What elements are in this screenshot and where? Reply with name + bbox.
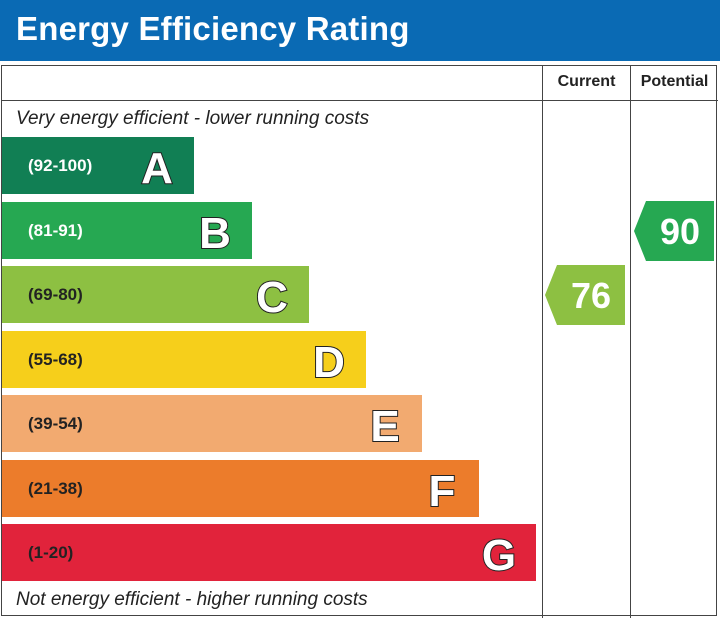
band-letter-text: A	[141, 144, 173, 193]
band-range-label: (81-91)	[28, 221, 83, 240]
title-bar: Energy Efficiency Rating	[0, 0, 720, 61]
band-letter-text: C	[256, 273, 288, 322]
band-range-label: (55-68)	[28, 350, 83, 369]
band-a: (92-100) A	[2, 137, 194, 194]
current-rating-indicator: 76	[545, 265, 625, 325]
band-range-label: (69-80)	[28, 285, 83, 304]
potential-rating-value: 90	[660, 211, 700, 252]
potential-rating-arrow	[634, 201, 714, 261]
band-range-label: (21-38)	[28, 479, 83, 498]
page-title: Energy Efficiency Rating	[16, 10, 410, 47]
top-caption: Very energy efficient - lower running co…	[16, 108, 370, 129]
band-range-label: (1-20)	[28, 543, 74, 562]
band-b: (81-91) B	[2, 202, 252, 259]
band-d: (55-68) D	[2, 331, 366, 388]
band-e: (39-54) E	[2, 395, 422, 452]
potential-column-divider	[630, 65, 631, 618]
header-row-divider	[1, 100, 718, 101]
band-letter-text: G	[482, 531, 516, 580]
band-letter-text: E	[370, 402, 399, 451]
potential-rating-indicator: 90	[634, 201, 714, 261]
band-g: (1-20) G	[2, 524, 536, 581]
band-letter: G	[481, 530, 517, 580]
current-column-header: Current	[557, 73, 616, 90]
band-range-label: (92-100)	[28, 156, 93, 175]
band-letter: C	[255, 272, 289, 322]
band-letter-text: F	[429, 467, 456, 516]
bottom-caption: Not energy efficient - higher running co…	[16, 589, 368, 610]
band-f: (21-38) F	[2, 460, 479, 517]
current-rating-arrow	[545, 265, 625, 325]
band-letter: F	[428, 466, 457, 516]
band-letter: E	[369, 401, 400, 451]
band-c: (69-80) C	[2, 266, 309, 323]
band-letter: D	[312, 337, 346, 387]
rating-table	[1, 65, 717, 616]
band-letter: B	[198, 208, 232, 258]
potential-column-header: Potential	[640, 73, 709, 90]
current-column-divider	[542, 65, 543, 618]
band-letter: A	[140, 143, 174, 193]
current-rating-value: 76	[571, 275, 611, 316]
band-letter-text: B	[199, 209, 231, 258]
band-range-label: (39-54)	[28, 414, 83, 433]
band-letter-text: D	[313, 338, 345, 387]
